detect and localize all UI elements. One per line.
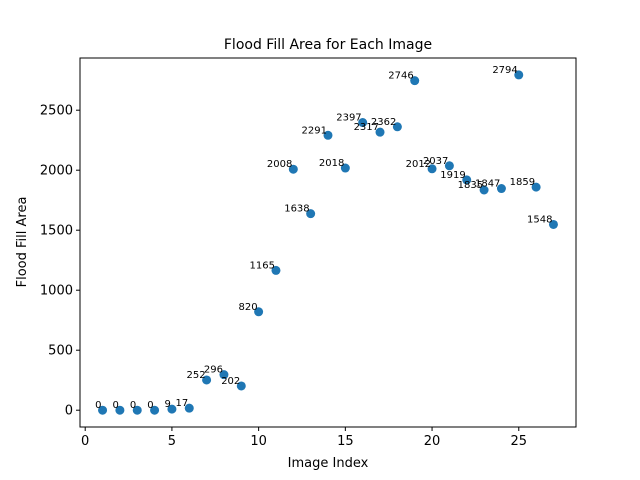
data-point-label: 2008: [267, 159, 292, 170]
data-point-label: 1835: [458, 180, 483, 191]
data-point: [531, 182, 541, 192]
data-point-label: 2291: [302, 125, 327, 136]
data-point: [392, 122, 402, 132]
data-point: [340, 163, 350, 173]
x-axis-label: Image Index: [288, 456, 369, 471]
data-point: [462, 175, 472, 185]
data-point-label: 2037: [423, 156, 448, 167]
data-point-label: 2012: [406, 159, 431, 170]
data-point: [479, 185, 489, 195]
data-point-label: 202: [221, 376, 240, 387]
x-tick-label: 10: [250, 434, 267, 449]
y-axis-label: Flood Fill Area: [15, 197, 30, 288]
data-point: [271, 265, 281, 275]
data-point: [496, 184, 506, 194]
data-point: [167, 404, 177, 414]
data-point-label: 0: [95, 400, 101, 411]
data-point: [236, 381, 246, 391]
data-point: [427, 164, 437, 174]
data-point-label: 1919: [440, 170, 465, 181]
data-point: [150, 405, 160, 415]
data-point: [115, 405, 125, 415]
data-point: [132, 405, 142, 415]
chart-title: Flood Fill Area for Each Image: [224, 37, 432, 53]
data-point-label: 1859: [510, 177, 535, 188]
data-point: [548, 219, 558, 229]
x-tick-label: 20: [424, 434, 441, 449]
x-tick-label: 15: [337, 434, 354, 449]
data-point: [375, 127, 385, 137]
y-tick-label: 2000: [40, 164, 73, 179]
x-axis-ticks: 0 5 10 15 20 25: [81, 427, 527, 449]
data-labels: 0 0 0 0 9 17252296202820116520081638229120182…: [95, 65, 552, 411]
data-point-label: 1847: [475, 179, 500, 190]
y-tick-label: 1000: [40, 284, 73, 299]
x-tick-label: 0: [81, 434, 89, 449]
data-point-label: 2794: [492, 65, 517, 76]
data-point-label: 2018: [319, 158, 344, 169]
data-point-label: 9: [165, 399, 171, 410]
data-point: [184, 403, 194, 413]
plot-area-frame: [79, 57, 577, 428]
data-point-label: 296: [204, 365, 223, 376]
data-point: [306, 209, 316, 219]
data-point: [98, 405, 108, 415]
data-point: [254, 307, 264, 317]
data-point-label: 2746: [388, 71, 413, 82]
data-point-label: 0: [130, 400, 136, 411]
data-point-label: 2362: [371, 117, 396, 128]
data-point: [323, 130, 333, 140]
data-points: [98, 70, 558, 415]
y-axis-ticks: 0 500 1000 1500 2000 2500: [40, 104, 80, 419]
data-point: [202, 375, 212, 385]
data-point: [410, 76, 420, 86]
data-point-label: 0: [113, 400, 119, 411]
y-tick-label: 2500: [40, 104, 73, 119]
data-point: [219, 370, 229, 380]
y-tick-label: 0: [65, 404, 73, 419]
data-point: [444, 161, 454, 171]
data-point: [358, 118, 368, 128]
data-point: [288, 164, 298, 174]
x-tick-label: 25: [510, 434, 527, 449]
data-point-label: 1638: [284, 204, 309, 215]
x-tick-label: 5: [168, 434, 176, 449]
y-tick-label: 500: [48, 344, 73, 359]
data-point: [514, 70, 524, 80]
data-point-label: 2397: [336, 113, 361, 124]
data-point-label: 0: [147, 400, 153, 411]
data-point-label: 1165: [250, 260, 275, 271]
data-point-label: 1548: [527, 214, 552, 225]
data-point-label: 2317: [354, 122, 379, 133]
data-point-label: 252: [187, 370, 206, 381]
data-point-label: 17: [176, 398, 189, 409]
data-point-label: 820: [239, 302, 258, 313]
y-tick-label: 1500: [40, 224, 73, 239]
